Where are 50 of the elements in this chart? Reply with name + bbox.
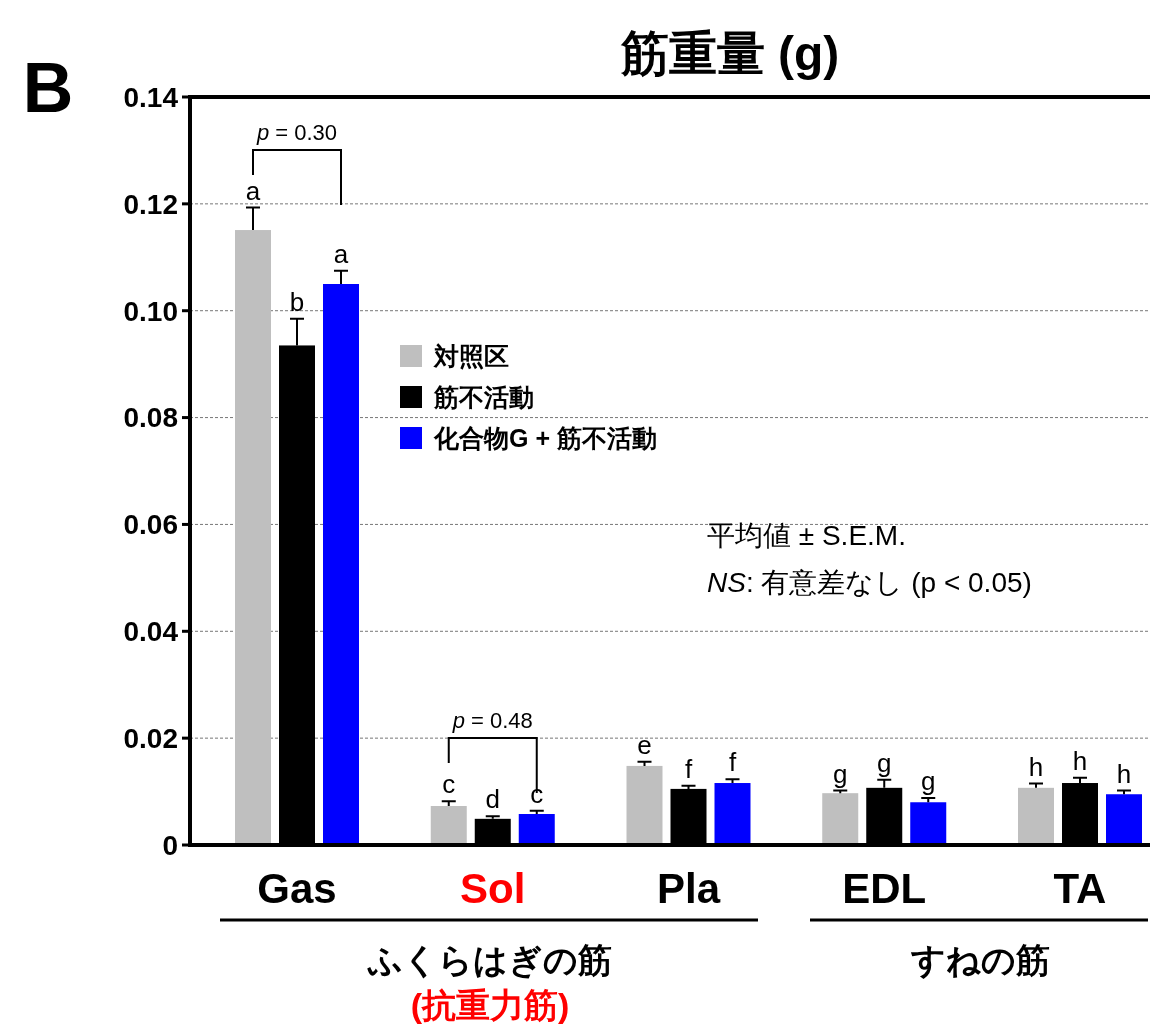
text: ふくらはぎの筋 — [367, 941, 612, 979]
legend-label: 対照区 — [433, 341, 509, 370]
y-tick-label: 0.14 — [123, 81, 179, 113]
bar — [323, 284, 359, 845]
data-label: d — [485, 784, 500, 815]
y-tick-label: 0.04 — [123, 616, 179, 648]
data-label: h — [1116, 758, 1132, 789]
y-tick-label: 0.12 — [123, 188, 178, 220]
chart-title: 筋重量 (g) — [619, 27, 840, 80]
bar — [1106, 794, 1142, 845]
y-tick-label: 0.02 — [123, 722, 178, 754]
legend-label: 化合物G + 筋不活動 — [433, 423, 657, 452]
data-label: e — [637, 729, 652, 760]
text: B — [22, 49, 74, 127]
x-tick-label: TA — [1053, 865, 1107, 912]
data-label: a — [333, 238, 349, 269]
bar — [714, 783, 751, 845]
data-label: a — [245, 175, 261, 206]
y-tick-label: 0.08 — [123, 402, 178, 434]
data-label: g — [833, 758, 848, 789]
y-tick-label: 0.06 — [123, 509, 178, 541]
data-label: c — [442, 769, 456, 800]
legend-label: 筋不活動 — [433, 382, 534, 411]
bar — [235, 230, 271, 845]
data-label: h — [1072, 745, 1088, 776]
data-label: g — [877, 747, 892, 778]
bar — [1018, 787, 1054, 845]
data-label: h — [1028, 751, 1044, 782]
x-tick-label: EDL — [842, 865, 927, 912]
x-tick-label: Pla — [656, 865, 721, 912]
x-tick-label: Sol — [460, 865, 526, 912]
bar — [626, 765, 663, 845]
data-label: c — [530, 778, 544, 809]
data-label: g — [921, 765, 936, 796]
annotation: NS: 有意差なし (p < 0.05) — [707, 567, 1032, 598]
annotation: 平均値 ± S.E.M. — [707, 520, 906, 551]
y-tick-label: 0.10 — [123, 295, 178, 327]
data-label: f — [728, 747, 737, 778]
annotation: p = 0.48 — [451, 708, 533, 733]
annotation: p = 0.30 — [255, 120, 338, 145]
y-tick-label: 0 — [162, 829, 178, 861]
bar — [430, 806, 467, 845]
data-label: b — [289, 286, 305, 317]
text: (抗重力筋) — [410, 986, 570, 1024]
text: すねの筋 — [909, 941, 1050, 979]
bar — [518, 814, 555, 845]
x-tick-label: Gas — [257, 865, 337, 912]
bar — [822, 793, 859, 845]
bar — [910, 802, 947, 845]
data-label: f — [684, 753, 693, 784]
